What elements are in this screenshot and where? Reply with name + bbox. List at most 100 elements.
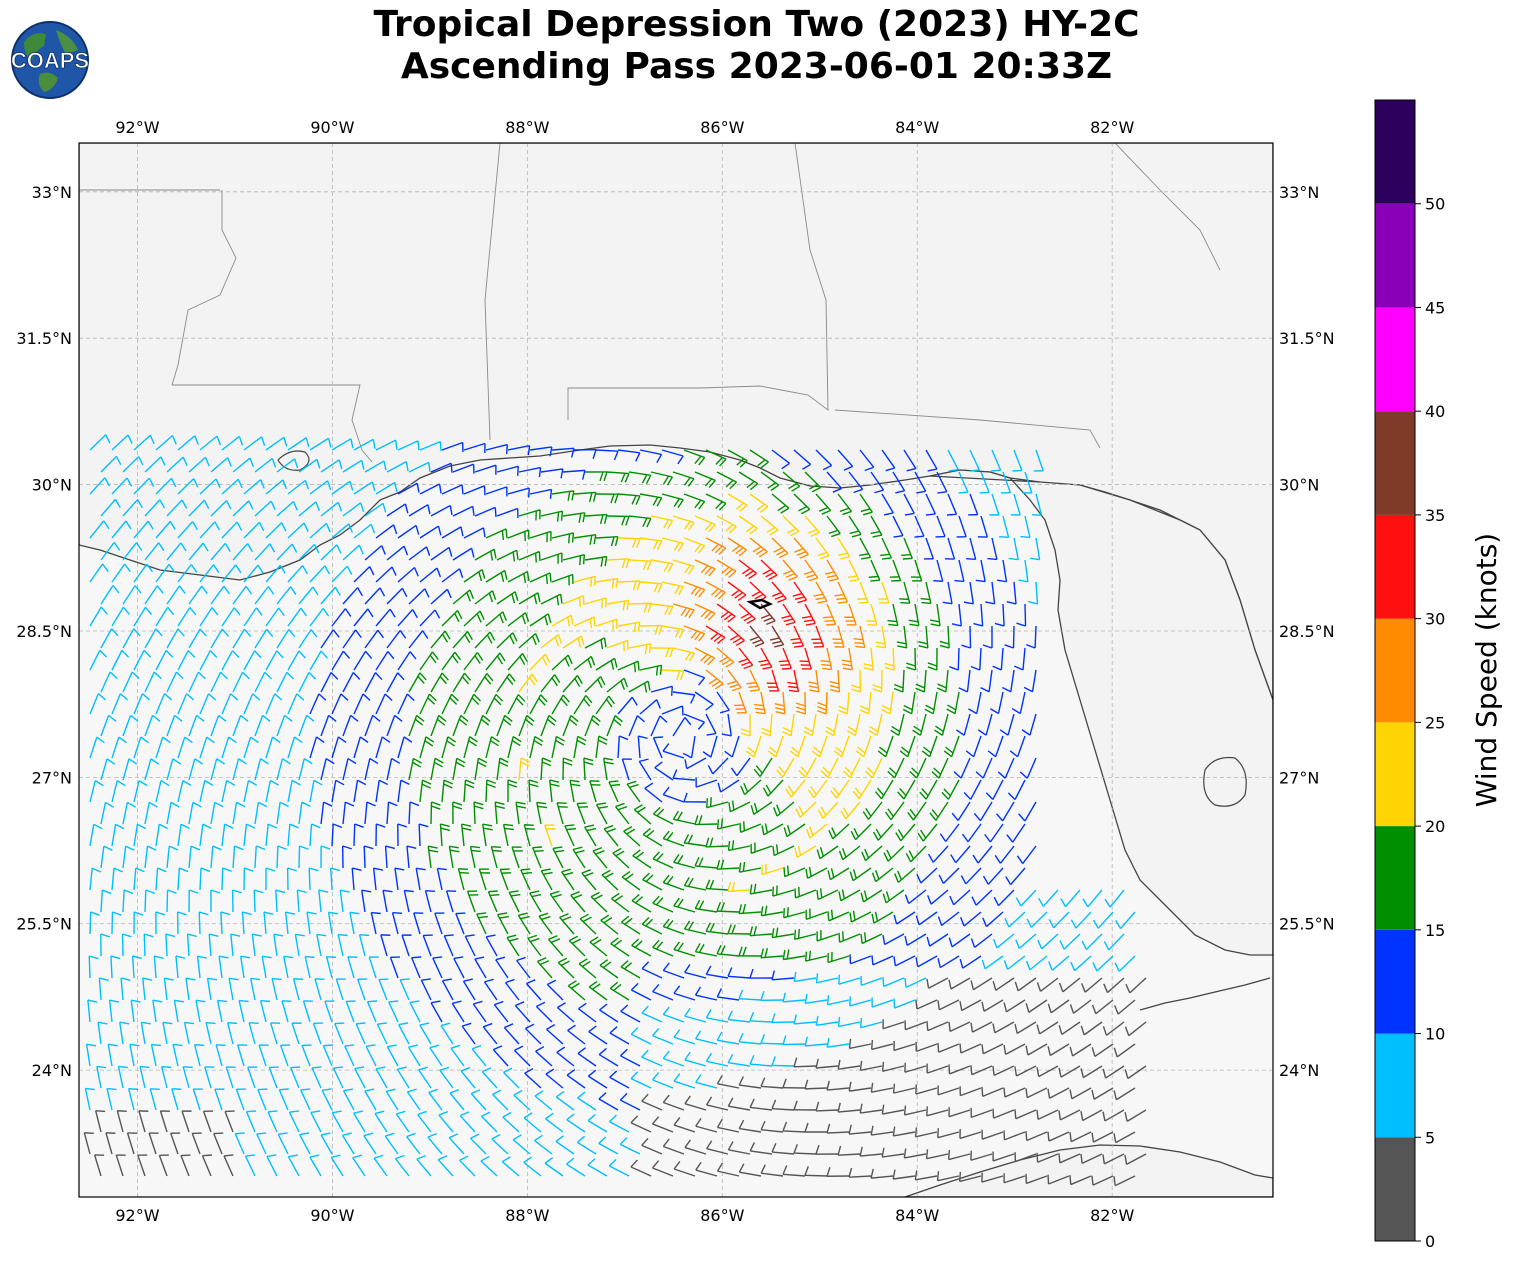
wind-barb bbox=[916, 867, 938, 884]
wind-barb bbox=[213, 1132, 224, 1155]
wind-barb bbox=[639, 624, 663, 635]
wind-barb bbox=[183, 1021, 195, 1045]
wind-barb bbox=[504, 978, 520, 1001]
wind-barb bbox=[324, 1000, 335, 1023]
wind-barb bbox=[232, 671, 250, 693]
wind-barb bbox=[569, 779, 581, 803]
wind-barb bbox=[1004, 625, 1015, 649]
wind-barb bbox=[1047, 1174, 1070, 1185]
wind-barb bbox=[787, 669, 800, 693]
wind-barb bbox=[584, 513, 608, 525]
wind-barb bbox=[896, 625, 908, 649]
wind-barb bbox=[937, 999, 960, 1011]
wind-barb bbox=[939, 625, 950, 649]
wind-barb bbox=[621, 758, 632, 781]
wind-barb bbox=[705, 1052, 729, 1067]
wind-barb bbox=[463, 485, 486, 496]
wind-barb bbox=[716, 988, 740, 1001]
wind-barb bbox=[740, 713, 751, 737]
wind-barb bbox=[997, 559, 1008, 583]
wind-barb bbox=[727, 967, 751, 979]
wind-barb bbox=[816, 930, 839, 942]
wind-barb bbox=[265, 823, 278, 847]
wind-barb bbox=[673, 854, 696, 869]
wind-barb bbox=[251, 933, 262, 957]
wind-barb bbox=[695, 1074, 718, 1089]
wind-barb bbox=[975, 559, 986, 583]
wind-barb bbox=[902, 691, 916, 715]
wind-barb bbox=[192, 1088, 203, 1111]
wind-barb bbox=[243, 650, 262, 671]
wind-barb bbox=[724, 735, 740, 758]
wind-barb bbox=[195, 999, 206, 1023]
wind-barb bbox=[330, 867, 341, 891]
wind-barb bbox=[365, 1044, 377, 1067]
wind-barb bbox=[562, 674, 583, 693]
wind-barb bbox=[485, 569, 508, 583]
wind-barb bbox=[923, 537, 934, 560]
wind-barb bbox=[298, 714, 315, 737]
lat-tick-label-left: 30°N bbox=[32, 476, 72, 495]
wind-barb bbox=[662, 830, 685, 847]
wind-barb bbox=[155, 563, 176, 583]
wind-barb bbox=[808, 669, 820, 693]
wind-barb bbox=[904, 889, 927, 905]
wind-barb bbox=[507, 694, 526, 715]
wind-barb bbox=[397, 482, 420, 495]
wind-barb bbox=[859, 1103, 883, 1114]
wind-barb bbox=[290, 1066, 301, 1089]
wind-barb bbox=[140, 1021, 151, 1045]
wind-barb bbox=[610, 937, 630, 957]
wind-barb bbox=[514, 1001, 531, 1023]
wind-barb bbox=[196, 955, 207, 979]
wind-barb bbox=[630, 1071, 652, 1089]
wind-barb bbox=[793, 1100, 817, 1111]
wind-barb bbox=[155, 911, 166, 935]
wind-barb bbox=[419, 609, 441, 627]
wind-barb bbox=[177, 693, 195, 715]
wind-barb bbox=[342, 757, 357, 781]
wind-barb bbox=[100, 628, 119, 649]
wind-barb bbox=[529, 446, 553, 457]
wind-barb bbox=[684, 1095, 707, 1111]
wind-barb bbox=[955, 713, 971, 736]
wind-barb bbox=[981, 1043, 1004, 1055]
wind-barb bbox=[193, 1043, 205, 1067]
wind-barb bbox=[265, 436, 288, 451]
wind-barb bbox=[375, 608, 396, 627]
wind-barb bbox=[684, 964, 707, 979]
wind-barb bbox=[142, 977, 153, 1001]
wind-barb bbox=[1069, 1043, 1092, 1057]
wind-barb bbox=[133, 477, 155, 495]
wind-barb bbox=[309, 823, 321, 847]
wind-barb bbox=[1080, 1109, 1103, 1122]
wind-barb bbox=[760, 1034, 784, 1045]
wind-barb bbox=[452, 505, 475, 517]
wind-barb bbox=[1080, 1153, 1103, 1164]
wind-barb bbox=[612, 847, 630, 869]
wind-barb bbox=[942, 581, 953, 605]
wind-barb bbox=[243, 479, 265, 495]
wind-barb bbox=[606, 558, 630, 569]
wind-barb bbox=[621, 915, 641, 935]
wind-barb bbox=[386, 461, 409, 473]
wind-barb bbox=[149, 1088, 160, 1111]
wind-barb bbox=[600, 914, 619, 935]
wind-barb bbox=[683, 625, 706, 642]
wind-barb bbox=[860, 1018, 883, 1029]
wind-barb bbox=[185, 977, 196, 1001]
wind-barb bbox=[512, 1134, 531, 1155]
wind-barb bbox=[832, 625, 845, 648]
wind-barb bbox=[472, 1000, 487, 1023]
wind-barb bbox=[366, 1000, 378, 1023]
wind-barb bbox=[705, 713, 717, 736]
wind-barb bbox=[199, 521, 221, 539]
wind-barb bbox=[221, 736, 237, 759]
wind-barb bbox=[480, 1155, 498, 1177]
wind-barb bbox=[111, 606, 131, 627]
wind-barb bbox=[630, 1027, 652, 1045]
wind-barb bbox=[271, 977, 282, 1001]
wind-barb bbox=[188, 845, 201, 869]
wind-barb bbox=[820, 647, 833, 671]
wind-barb bbox=[999, 713, 1015, 736]
